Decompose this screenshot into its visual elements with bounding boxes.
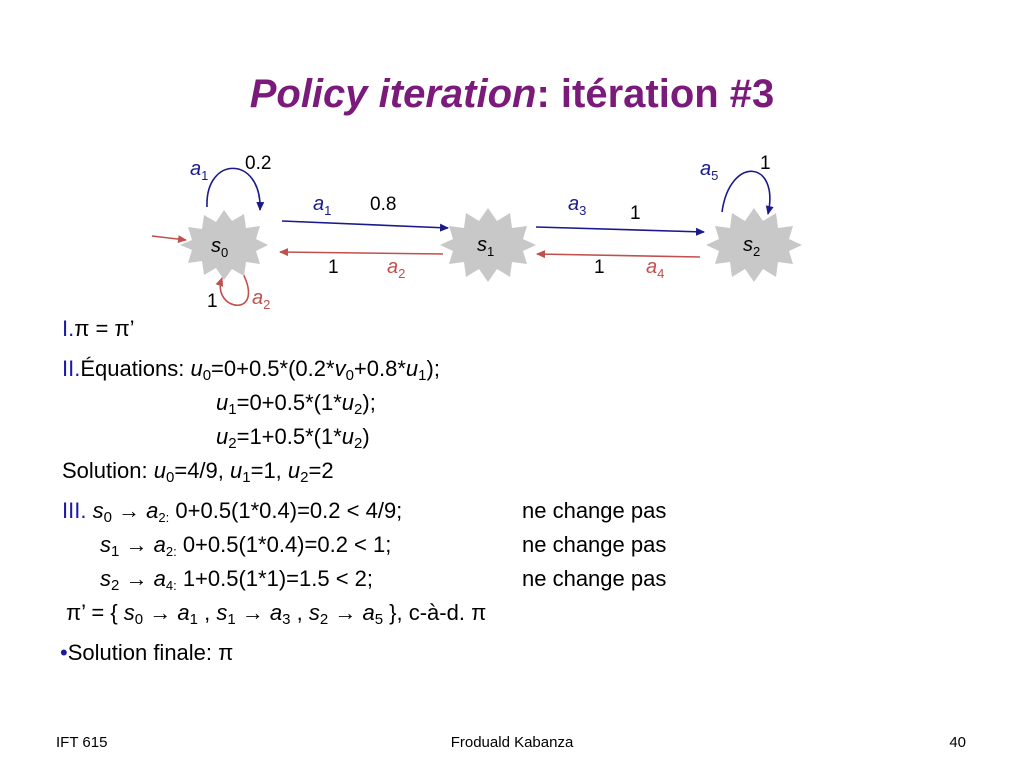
new-policy: π’ = { s0 → a1 , s1 → a3 , s2 → a5 }, c-… [66, 600, 487, 628]
a3-edge-label: a3 [568, 193, 586, 218]
mdp-diagram: s0 s1 s2 a1 0.2 a1 0.8 1 a2 1 a2 a3 1 1 … [151, 153, 802, 312]
a2-loop-label: a2 [252, 287, 270, 312]
verdict-2: ne change pas [522, 566, 667, 591]
a1-loop-prob: 0.2 [245, 153, 271, 174]
a4-edge-arrow [536, 250, 701, 259]
a2-edge-label: a2 [387, 256, 405, 281]
a2-edge-prob: 1 [328, 257, 339, 278]
a1-loop-label: a1 [190, 158, 208, 183]
verdict-0: ne change pas [522, 498, 667, 523]
footer-course: IFT 615 [56, 734, 108, 751]
a2-edge-arrow [279, 248, 444, 257]
a4-edge-prob: 1 [594, 257, 605, 278]
state-s2-shape [706, 208, 802, 282]
equation-1: u0=0+0.5*(0.2*v0+0.8*u1); [190, 356, 440, 384]
step-3-check-1: s1 → a2: 0+0.5(1*0.4)=0.2 < 1; [100, 532, 392, 560]
a1-edge-label: a1 [313, 193, 331, 218]
a2-loop-prob: 1 [207, 291, 218, 312]
step-3-check-0: III. s0 → a2: 0+0.5(1*0.4)=0.2 < 4/9; [62, 498, 403, 526]
footer-author: Froduald Kabanza [450, 734, 574, 751]
a1-loop-arrow [206, 167, 265, 211]
state-s2-label: s2 [743, 234, 760, 259]
a5-loop-prob: 1 [760, 153, 771, 174]
final-solution: •Solution finale: π [60, 640, 234, 665]
a5-loop-label: a5 [700, 158, 718, 183]
a4-edge-label: a4 [646, 256, 664, 281]
state-s0-label: s0 [211, 235, 228, 260]
equation-3: u2=1+0.5*(1*u2) [216, 424, 370, 452]
start-arrow [151, 235, 187, 244]
a3-edge-prob: 1 [630, 203, 641, 224]
step-1: I.π = π’ [62, 316, 135, 341]
slide-title: Policy iteration: itération #3 [249, 72, 775, 116]
bullet-icon: • [60, 640, 68, 665]
a2-loop-arrow [215, 267, 250, 306]
equation-2: u1=0+0.5*(1*u2); [216, 390, 376, 418]
state-s1-shape [440, 208, 536, 282]
step-3-check-2: s2 → a4: 1+0.5(1*1)=1.5 < 2; [100, 566, 374, 594]
step-2: II.Équations: u0=0+0.5*(0.2*v0+0.8*u1); [62, 356, 440, 384]
a3-edge-arrow [535, 226, 705, 236]
a1-edge-prob: 0.8 [370, 194, 396, 215]
state-s0-shape [180, 210, 268, 280]
verdict-1: ne change pas [522, 532, 667, 557]
a5-loop-arrow [721, 170, 774, 215]
state-s1-label: s1 [477, 234, 494, 259]
footer-page-number: 40 [949, 734, 966, 751]
a1-edge-arrow [281, 220, 449, 232]
solution-line: Solution: u0=4/9, u1=1, u2=2 [62, 458, 334, 486]
